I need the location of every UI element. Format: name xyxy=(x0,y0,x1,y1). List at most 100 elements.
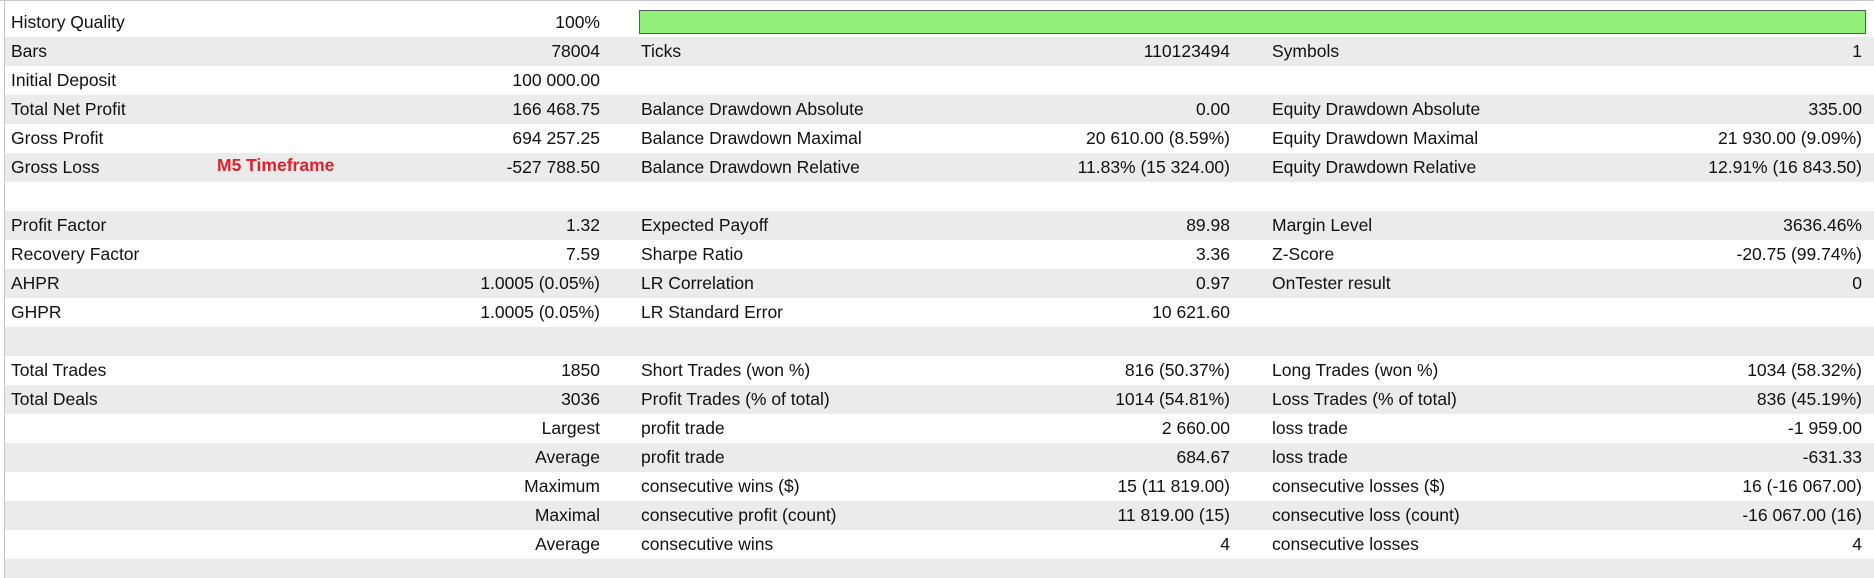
field-label: AHPR xyxy=(11,273,60,293)
row-background xyxy=(5,298,1874,327)
field-value: 4 xyxy=(1220,534,1230,554)
field-value: 1 xyxy=(1852,41,1862,61)
field-value: 100% xyxy=(555,12,600,32)
field-value: 335.00 xyxy=(1808,99,1862,119)
row-background xyxy=(5,443,1874,472)
field-label: OnTester result xyxy=(1272,273,1391,293)
field-label: consecutive wins xyxy=(641,534,774,554)
field-value: 100 000.00 xyxy=(512,70,600,90)
field-value: 20 610.00 (8.59%) xyxy=(1086,128,1230,148)
row-background xyxy=(5,559,1874,578)
field-label: GHPR xyxy=(11,302,62,322)
row-background xyxy=(5,269,1874,298)
field-value: 110123494 xyxy=(1143,41,1230,61)
field-label: Loss Trades (% of total) xyxy=(1272,389,1457,409)
field-value: 3036 xyxy=(561,389,600,409)
field-value: 16 (-16 067.00) xyxy=(1742,476,1862,496)
field-label: consecutive wins ($) xyxy=(641,476,800,496)
field-value: 2 660.00 xyxy=(1161,418,1230,438)
field-value: 1.32 xyxy=(565,215,600,235)
field-label: Profit Factor xyxy=(11,215,107,235)
field-label: Equity Drawdown Relative xyxy=(1272,157,1477,177)
field-value: Average xyxy=(535,447,600,467)
field-value: 694 257.25 xyxy=(512,128,600,148)
field-label: Balance Drawdown Absolute xyxy=(641,99,864,119)
field-value: 78004 xyxy=(551,41,600,61)
field-label: Gross Profit xyxy=(11,128,104,148)
field-label: Recovery Factor xyxy=(11,244,140,264)
field-label: History Quality xyxy=(11,12,125,32)
row-background xyxy=(5,66,1874,95)
field-label: consecutive profit (count) xyxy=(641,505,837,525)
field-label: Ticks xyxy=(641,41,682,61)
field-value: 1034 (58.32%) xyxy=(1747,360,1862,380)
field-label: Equity Drawdown Absolute xyxy=(1272,99,1481,119)
field-value: 0.00 xyxy=(1195,99,1230,119)
field-value: 7.59 xyxy=(565,244,600,264)
field-value: -20.75 (99.74%) xyxy=(1736,244,1863,264)
field-label: consecutive losses xyxy=(1272,534,1419,554)
row-background xyxy=(5,472,1874,501)
field-label: Total Trades xyxy=(11,360,107,380)
field-value: 1.0005 (0.05%) xyxy=(480,273,600,293)
field-label: Balance Drawdown Maximal xyxy=(641,128,862,148)
field-label: Total Deals xyxy=(11,389,98,409)
field-value: 10 621.60 xyxy=(1152,302,1230,322)
row-background xyxy=(5,37,1874,66)
field-label: Gross Loss xyxy=(11,157,100,177)
left-border xyxy=(4,0,5,578)
field-label: loss trade xyxy=(1272,447,1348,467)
field-value: 0 xyxy=(1852,273,1862,293)
field-value: Maximal xyxy=(534,505,600,525)
row-background xyxy=(5,385,1874,414)
timeframe-annotation: M5 Timeframe xyxy=(217,155,335,175)
field-value: Maximum xyxy=(524,476,600,496)
field-label: profit trade xyxy=(641,418,725,438)
field-label: Symbols xyxy=(1272,41,1340,61)
field-label: LR Standard Error xyxy=(641,302,784,322)
row-background xyxy=(5,414,1874,443)
field-value: 1014 (54.81%) xyxy=(1115,389,1230,409)
row-background xyxy=(5,153,1874,182)
field-value: 21 930.00 (9.09%) xyxy=(1718,128,1862,148)
top-border xyxy=(0,0,1874,1)
field-label: Short Trades (won %) xyxy=(641,360,811,380)
row-background xyxy=(5,327,1874,356)
field-value: 836 (45.19%) xyxy=(1756,389,1862,409)
field-label: consecutive loss (count) xyxy=(1272,505,1460,525)
field-label: Expected Payoff xyxy=(641,215,769,235)
field-label: LR Correlation xyxy=(641,273,754,293)
row-background xyxy=(5,124,1874,153)
field-value: 1.0005 (0.05%) xyxy=(480,302,600,322)
row-background xyxy=(5,95,1874,124)
field-label: Initial Deposit xyxy=(11,70,117,90)
field-label: Margin Level xyxy=(1272,215,1373,235)
field-value: 11 819.00 (15) xyxy=(1117,505,1230,525)
field-label: Profit Trades (% of total) xyxy=(641,389,830,409)
field-value: Average xyxy=(535,534,600,554)
field-label: Long Trades (won %) xyxy=(1272,360,1439,380)
field-value: -1 959.00 xyxy=(1788,418,1862,438)
field-value: 0.97 xyxy=(1195,273,1230,293)
field-label: Z-Score xyxy=(1272,244,1335,264)
field-label: Balance Drawdown Relative xyxy=(641,157,860,177)
field-value: 816 (50.37%) xyxy=(1124,360,1230,380)
field-value: 166 468.75 xyxy=(512,99,600,119)
row-background xyxy=(5,356,1874,385)
field-label: Sharpe Ratio xyxy=(641,244,744,264)
field-value: 3636.46% xyxy=(1783,215,1862,235)
field-value: 1850 xyxy=(561,360,600,380)
field-value: 4 xyxy=(1852,534,1862,554)
field-value: 3.36 xyxy=(1195,244,1230,264)
field-value: Largest xyxy=(541,418,600,438)
row-background xyxy=(5,211,1874,240)
field-label: consecutive losses ($) xyxy=(1272,476,1446,496)
field-value: 684.67 xyxy=(1176,447,1230,467)
history-quality-bar xyxy=(639,10,1866,34)
field-value: 89.98 xyxy=(1186,215,1230,235)
field-value: 15 (11 819.00) xyxy=(1117,476,1230,496)
row-background xyxy=(5,530,1874,559)
field-label: Equity Drawdown Maximal xyxy=(1272,128,1479,148)
field-label: Bars xyxy=(11,41,47,61)
